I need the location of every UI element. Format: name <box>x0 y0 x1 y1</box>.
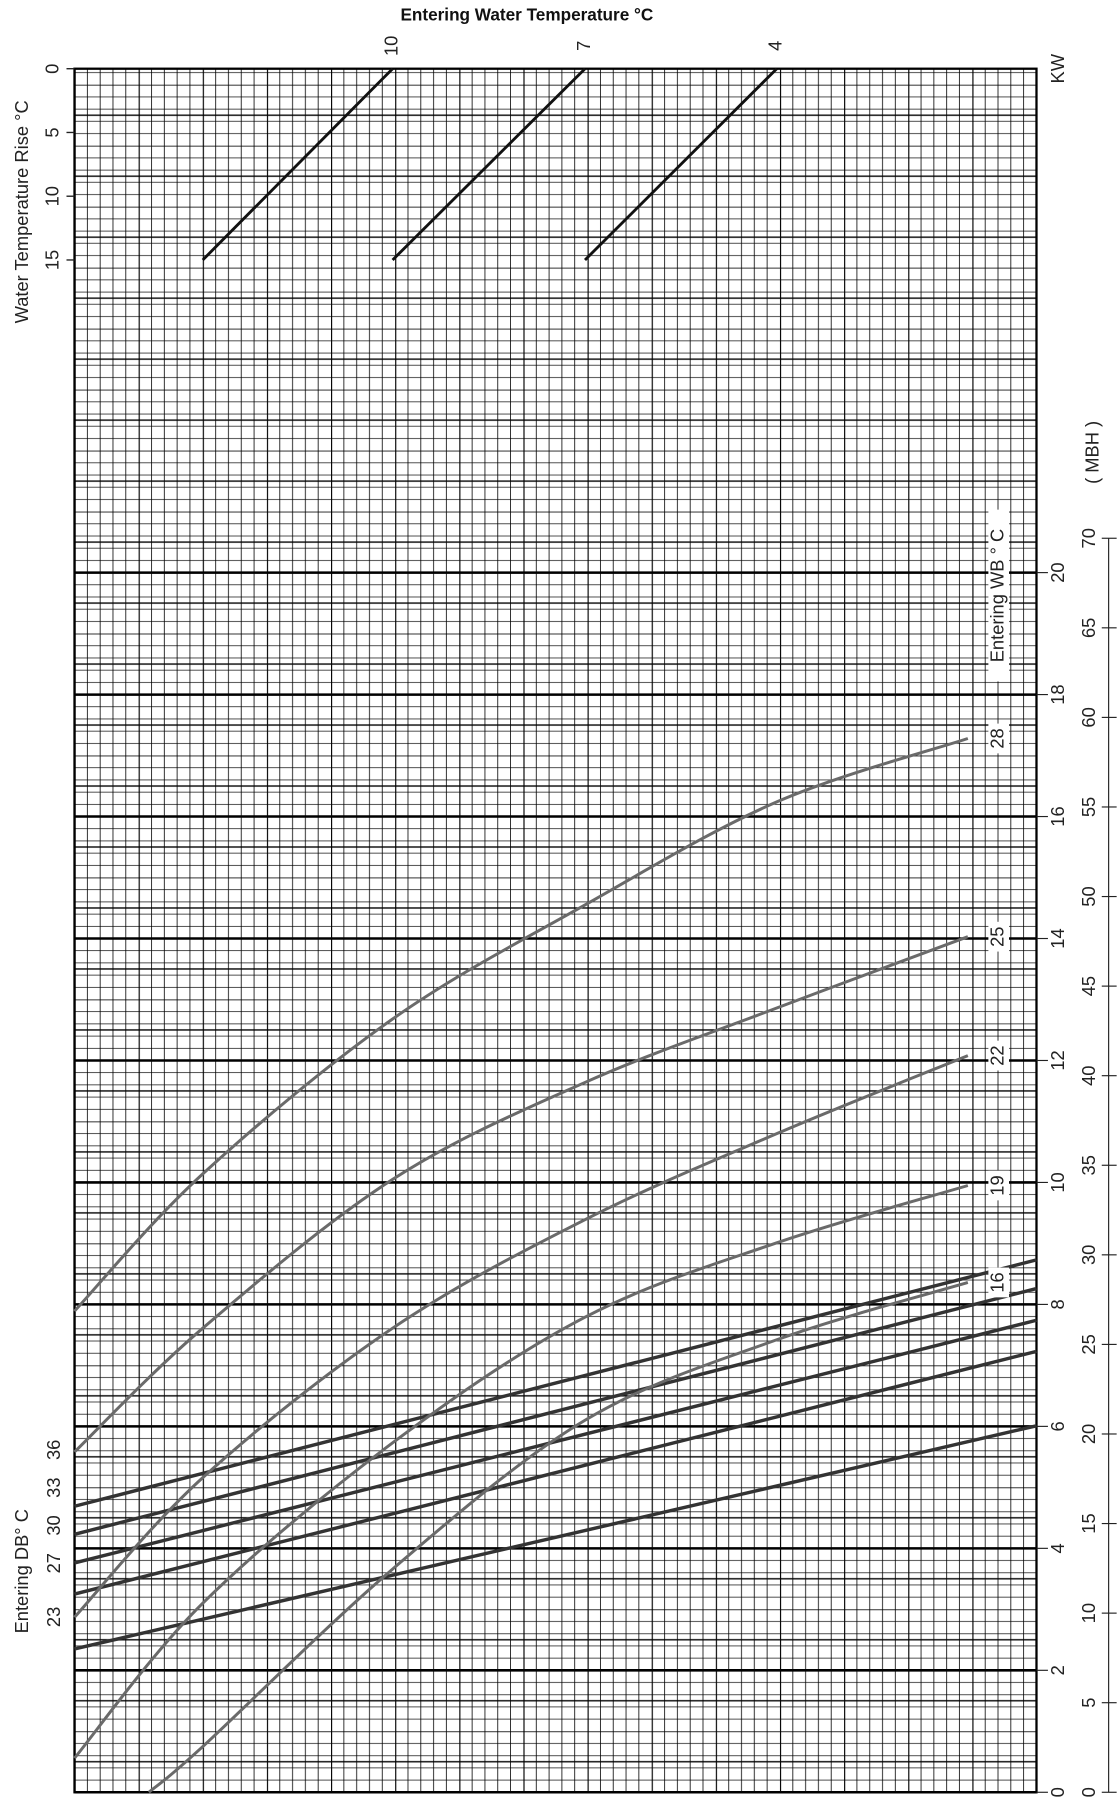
wb-label-box <box>988 723 1009 754</box>
mbh-tick-label: 20 <box>1078 1424 1099 1444</box>
wb-label: 25 <box>987 926 1008 946</box>
mbh-tick-label: 55 <box>1078 797 1099 817</box>
db-axis-label: Entering DB° C <box>11 1509 32 1633</box>
rise-tick-label: 5 <box>42 127 63 137</box>
wb-title-box <box>988 509 1009 682</box>
mbh-tick-label: 70 <box>1078 528 1099 548</box>
wb-curve <box>73 1184 969 1760</box>
db-label: 33 <box>43 1477 64 1497</box>
rise-tick-label: 0 <box>42 64 63 74</box>
water-temp-line <box>201 67 394 261</box>
db-line <box>74 1318 1037 1565</box>
chart-title: Entering Water Temperature °C <box>400 5 653 25</box>
kw-tick-label: 12 <box>1047 1050 1068 1070</box>
db-line <box>74 1286 1037 1536</box>
water-temp-label: 7 <box>573 41 594 51</box>
rise-tick-label: 15 <box>42 250 63 270</box>
rise-tick-label: 10 <box>42 186 63 206</box>
mbh-tick-label: 25 <box>1078 1334 1099 1354</box>
kw-tick-label: 6 <box>1047 1421 1068 1431</box>
rise-axis-label: Water Temperature Rise °C <box>11 100 32 323</box>
mbh-tick-label: 35 <box>1078 1155 1099 1175</box>
kw-tick-label: 20 <box>1047 562 1068 582</box>
wb-label-box <box>988 1267 1009 1298</box>
db-label: 36 <box>43 1440 64 1460</box>
kw-tick-label: 10 <box>1047 1172 1068 1192</box>
mbh-tick-label: 10 <box>1078 1603 1099 1623</box>
wb-axis-label: Entering WB ° C <box>987 529 1008 663</box>
kw-tick-label: 18 <box>1047 684 1068 704</box>
grid-horizontal <box>74 68 1037 1793</box>
wb-label-box <box>988 1040 1009 1071</box>
kw-tick-label: 2 <box>1047 1665 1068 1675</box>
wb-curve <box>147 1281 969 1794</box>
wb-curve <box>73 1054 969 1619</box>
wb-label: 22 <box>987 1045 1008 1065</box>
db-label: 23 <box>43 1607 64 1627</box>
db-line <box>74 1349 1037 1596</box>
mbh-tick-label: 45 <box>1078 976 1099 996</box>
mbh-tick-label: 60 <box>1078 707 1099 727</box>
mbh-tick-label: 5 <box>1078 1698 1099 1708</box>
kw-tick-label: 4 <box>1047 1543 1068 1553</box>
mbh-tick-label: 15 <box>1078 1513 1099 1533</box>
mbh-tick-label: 0 <box>1078 1787 1099 1797</box>
water-temp-label: 4 <box>765 41 786 51</box>
wb-label-box <box>988 921 1009 952</box>
db-label: 30 <box>43 1515 64 1535</box>
water-temp-line <box>391 67 587 261</box>
mbh-tick-label: 65 <box>1078 618 1099 638</box>
mbh-axis-label: ( MBH ) <box>1082 421 1103 484</box>
mbh-tick-label: 40 <box>1078 1066 1099 1086</box>
kw-axis-label: KW <box>1047 53 1068 83</box>
wb-label: 19 <box>987 1175 1008 1195</box>
kw-tick-label: 0 <box>1047 1787 1068 1797</box>
wb-label: 28 <box>987 728 1008 748</box>
wb-curve <box>73 935 969 1454</box>
mbh-tick-label: 30 <box>1078 1245 1099 1265</box>
db-label: 27 <box>43 1553 64 1573</box>
db-line <box>74 1424 1037 1651</box>
water-temp-line <box>583 67 778 261</box>
wb-label-box <box>988 1170 1009 1201</box>
wb-label: 16 <box>987 1272 1008 1292</box>
water-temp-label: 10 <box>380 36 401 56</box>
db-line <box>74 1258 1037 1508</box>
kw-tick-label: 8 <box>1047 1299 1068 1309</box>
kw-tick-label: 16 <box>1047 806 1068 826</box>
wb-curve <box>73 737 969 1313</box>
mbh-tick-label: 50 <box>1078 886 1099 906</box>
kw-tick-label: 14 <box>1047 928 1068 948</box>
